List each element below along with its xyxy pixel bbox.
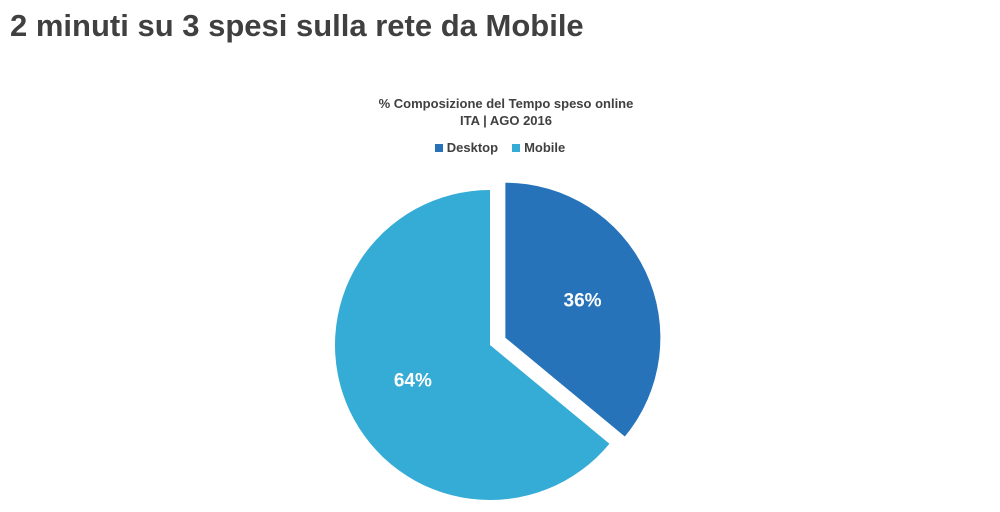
pie-label-desktop: 36% [564,290,602,311]
pie-labels: 36% 64% [394,290,602,391]
pie-label-mobile: 64% [394,370,432,391]
legend-item-desktop: Desktop [434,140,499,155]
chart-legend: Desktop Mobile [0,140,1000,155]
legend-item-mobile: Mobile [512,140,565,155]
legend-label-desktop: Desktop [446,140,499,155]
pie-slice-mobile [335,190,610,500]
chart-title: % Composizione del Tempo speso online [378,96,634,111]
chart-subtitle: ITA | AGO 2016 [459,113,552,128]
pie-slice-desktop [505,182,661,437]
legend-swatch-mobile [512,143,521,152]
legend-label-mobile: Mobile [524,140,566,155]
slide-title: 2 minuti su 3 spesi sulla rete da Mobile [10,8,584,43]
legend-swatch-desktop [434,143,443,152]
pie-slices [335,182,661,500]
